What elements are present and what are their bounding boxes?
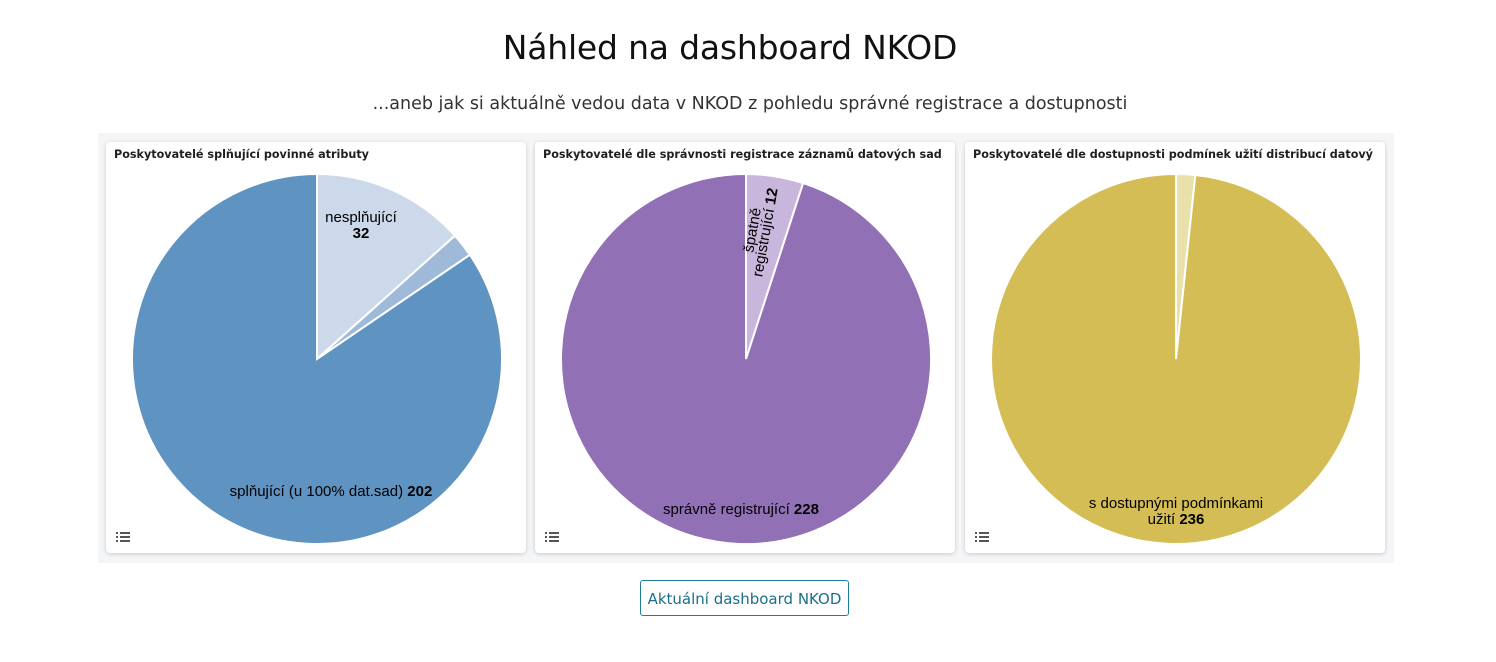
page-subtitle: ...aneb jak si aktuálně vedou data v NKO…: [372, 94, 1128, 114]
current-dashboard-button[interactable]: Aktuální dashboard NKOD: [640, 580, 849, 616]
slice-value: 228: [794, 501, 819, 518]
legend-toggle-icon[interactable]: [116, 531, 130, 543]
chart-card-registration: Poskytovatelé dle správnosti registrace …: [535, 142, 955, 553]
slice-label: správně registrující 228: [663, 501, 819, 518]
chart-title: Poskytovatelé splňující povinné atributy: [114, 148, 369, 161]
slice-value: 202: [407, 483, 432, 500]
slice-label: s dostupnými podmínkami užití 236: [1089, 495, 1263, 528]
slice-label: nesplňující 32: [325, 209, 398, 242]
pie-chart: nesplňující 32 splňující (u 100% dat.sad) …: [131, 172, 503, 545]
slice-value: 236: [1179, 511, 1204, 528]
chart-title: Poskytovatelé dle správnosti registrace …: [543, 148, 943, 161]
legend-toggle-icon[interactable]: [545, 531, 559, 543]
pie-slice[interactable]: [560, 172, 932, 545]
chart-card-attributes: Poskytovatelé splňující povinné atributy…: [106, 142, 526, 553]
pie-slice[interactable]: [316, 172, 457, 362]
slice-value: 32: [353, 225, 370, 242]
slice-label: splňující (u 100% dat.sad) 202: [230, 483, 433, 500]
chart-title: Poskytovatelé dle dostupnosti podmínek u…: [973, 148, 1373, 161]
slice-value: 12: [762, 187, 782, 206]
pie-slice[interactable]: [131, 172, 503, 545]
pie-slice[interactable]: [990, 172, 1362, 545]
legend-toggle-icon[interactable]: [975, 531, 989, 543]
page-title: Náhled na dashboard NKOD: [502, 28, 958, 67]
pie-chart: s dostupnými podmínkami užití 236: [990, 172, 1362, 545]
chart-card-availability: Poskytovatelé dle dostupnosti podmínek u…: [965, 142, 1385, 553]
